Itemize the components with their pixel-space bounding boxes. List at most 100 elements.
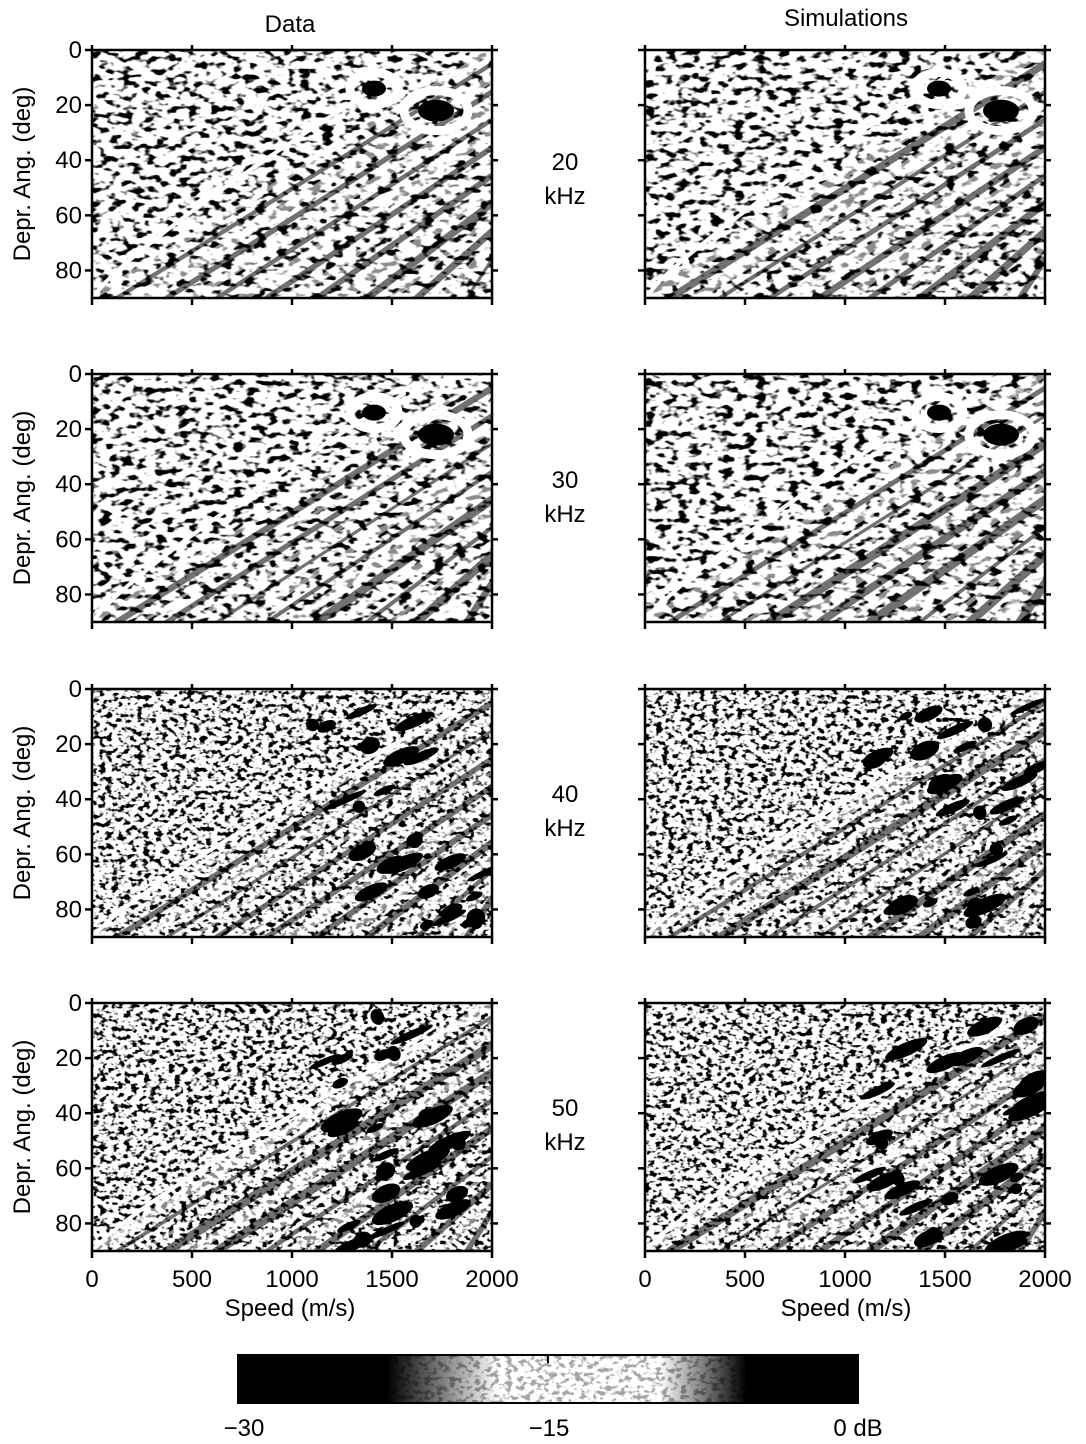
streak-band: [92, 1003, 492, 1251]
streak-band: [791, 454, 1045, 622]
streak-band: [264, 144, 492, 298]
dark-blob: [859, 1082, 896, 1100]
dark-blob: [989, 842, 1003, 857]
ring-core: [927, 404, 951, 421]
dark-blob: [409, 1214, 423, 1228]
streak-band: [188, 1055, 492, 1251]
dark-blob: [434, 853, 467, 872]
streak-band: [740, 1054, 1045, 1251]
dark-blob: [1008, 1097, 1045, 1122]
dark-blob: [963, 887, 980, 897]
streak-band: [645, 1003, 1045, 1251]
dark-blob: [390, 1024, 433, 1045]
dark-blob: [465, 891, 483, 902]
streak-band: [918, 525, 1045, 622]
dark-blob: [366, 1123, 384, 1134]
dark-blob: [320, 1108, 363, 1133]
x-tick-label: 500: [725, 1266, 765, 1293]
streak-band: [965, 551, 1045, 622]
streak-band: [92, 689, 492, 937]
streak-band: [165, 729, 492, 937]
streak-band: [816, 1097, 1045, 1251]
ring-feature: [910, 392, 968, 434]
streak-band: [767, 117, 1045, 298]
dark-blob: [923, 898, 938, 908]
dark-blob: [873, 1132, 889, 1150]
main-arc: [92, 391, 406, 622]
dark-blob: [412, 1104, 453, 1128]
dark-blob: [451, 1136, 466, 1151]
dark-blob: [980, 1048, 1021, 1068]
dark-blob: [949, 1046, 984, 1067]
streak-band: [239, 454, 492, 622]
streak-band: [991, 880, 1045, 937]
y-tick-label: 0: [69, 361, 82, 388]
dark-blob: [863, 747, 894, 766]
dark-blob: [402, 1160, 442, 1181]
y-tick-label: 80: [55, 257, 82, 284]
dark-blob: [852, 1166, 887, 1184]
streak-band: [890, 509, 1045, 622]
streak-band: [264, 783, 492, 937]
streak-band: [1016, 256, 1045, 298]
streak-band: [465, 257, 492, 298]
main-arc: [645, 391, 959, 622]
streak-band: [866, 810, 1045, 937]
streak-band: [865, 495, 1045, 622]
ring-core: [418, 423, 454, 446]
streak-band: [992, 242, 1045, 298]
streak-band: [1017, 1209, 1045, 1251]
dark-blob: [1009, 1172, 1024, 1183]
y-tick-label: 40: [55, 147, 82, 174]
y-tick-label: 80: [55, 896, 82, 923]
streak-band: [816, 144, 1045, 298]
dark-blob: [963, 893, 1007, 918]
streak-band: [314, 811, 492, 937]
dark-blob: [348, 842, 377, 862]
x-tick-label: 1000: [265, 1266, 318, 1293]
streak-band: [665, 1012, 1045, 1251]
x-tick-label: 1500: [918, 1266, 971, 1293]
streak-band: [312, 495, 492, 622]
panel-50khz-data: 0 500 1000 1500 2000 0 20 40 60 80 Depr. Ang. (deg…: [9, 990, 519, 1293]
streak-band: [1015, 578, 1045, 622]
freq-unit-30: kHz: [544, 501, 585, 528]
x-tick-label: 500: [172, 1266, 212, 1293]
freq-label-40: 40: [552, 781, 579, 808]
dark-blob: [406, 833, 423, 849]
colorbar-label-mid: −15: [529, 1415, 570, 1442]
dark-blob: [998, 815, 1018, 826]
freq-label-20: 20: [552, 149, 579, 176]
dark-blob: [977, 717, 993, 733]
streak-band: [338, 825, 492, 937]
y-tick-label: 80: [55, 581, 82, 608]
streak-band: [791, 769, 1045, 937]
main-arc: [92, 67, 406, 298]
streak-band: [287, 481, 492, 622]
streak-band: [413, 1181, 492, 1251]
streak-band: [389, 214, 492, 298]
y-axis-label: Depr. Ang. (deg): [9, 726, 36, 901]
streak-band: [214, 117, 492, 298]
dark-blob: [989, 796, 1025, 815]
streak-band: [843, 1112, 1045, 1251]
y-tick-label: 0: [69, 676, 82, 703]
dark-blob: [376, 1162, 396, 1180]
dark-blob: [405, 1146, 450, 1172]
streak-band: [968, 1182, 1045, 1251]
streak-band: [140, 1029, 492, 1251]
streak-band: [212, 1068, 492, 1251]
dark-blob: [387, 1045, 401, 1062]
dark-blob: [953, 740, 977, 753]
dark-blob: [965, 915, 982, 929]
streak-band: [115, 1015, 492, 1251]
streak-band: [265, 469, 492, 622]
dark-blob: [887, 894, 918, 916]
streak-band: [390, 539, 492, 622]
streak-band: [916, 199, 1045, 298]
x-tick-label: 1500: [365, 1266, 418, 1293]
ring-feature: [964, 86, 1038, 136]
dark-blob: [935, 799, 970, 817]
dark-blob: [884, 1180, 921, 1200]
streak-band: [742, 103, 1045, 298]
